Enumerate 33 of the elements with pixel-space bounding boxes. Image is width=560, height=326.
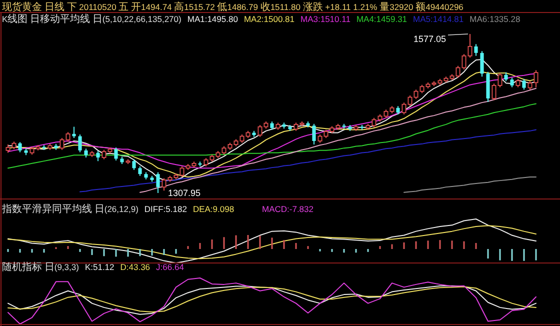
text: MA1:1495.80 [187,14,238,24]
text: MACD:-7.832 [262,204,314,214]
text: DEA:9.098 [192,204,234,214]
chart-title: 现货黄金 日线 下 20110520 五 开1494.74 高1515.72 低1486.79 收1511.80 涨跌 +18.11 1.21% 量32920 额49440296 [2,2,464,13]
text: MA2:1500.81 [244,14,295,24]
chart-subtitle: K线图 日移动平均线 日(5,10,22,66,135,270) [2,13,182,25]
text: K:51.12 [84,262,115,272]
annotation: 1307.95 [168,188,201,198]
candlestick [312,123,316,146]
candlestick [114,146,118,161]
candlestick [480,50,484,78]
candlestick [522,78,526,90]
candlestick [72,126,76,139]
candlestick [156,172,160,194]
text: MA3:1510.11 [300,14,351,24]
candlestick [474,44,478,56]
series-label: J:66.64 [156,262,184,272]
candlestick [96,150,100,162]
candlestick [138,166,142,176]
text: MA4:1459.31 [356,14,408,24]
candlestick [18,142,22,153]
candlestick [510,77,514,88]
text: MA5:1414.81 [413,14,464,24]
text: DIFF:5.182 [144,204,188,214]
candlestick [102,149,106,160]
text: MA6:1335.28 [470,14,520,24]
candlestick [132,158,136,170]
annotation: 1577.05 [413,34,446,44]
candlestick [78,134,82,153]
chart-title: 指数平滑异同平均线 日(26,12,9) [1,203,139,215]
chart-title: 随机指标 日(9,3,3) [2,261,80,273]
candlestick [534,70,538,88]
text: D:43.36 [120,262,150,272]
